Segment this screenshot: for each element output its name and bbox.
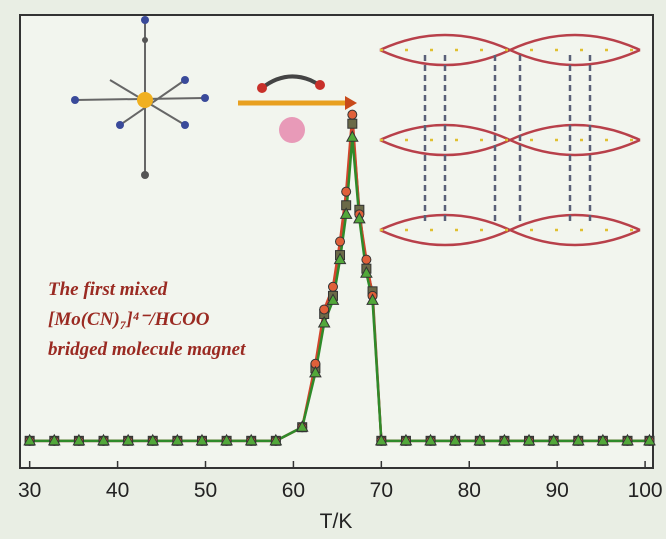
chart: The first mixed [Mo(CN)₇]⁴⁻/HCOO bridged m… (0, 0, 666, 539)
marker (320, 305, 329, 314)
marker (362, 255, 371, 264)
x-tick-label: 50 (194, 479, 217, 502)
marker (348, 119, 357, 128)
annotation-line: The first mixed (48, 279, 168, 300)
annotation-line: bridged molecule magnet (48, 339, 246, 360)
x-tick-label: 40 (106, 479, 129, 502)
marker (348, 110, 357, 119)
x-tick-label: 80 (458, 479, 481, 502)
marker (336, 237, 345, 246)
page: {"chart_data": {"type": "line", "x_label… (0, 0, 666, 539)
x-axis-label: T/K (320, 510, 353, 533)
x-tick-label: 70 (370, 479, 393, 502)
marker (342, 187, 351, 196)
x-tick-label: 100 (628, 479, 663, 502)
marker (328, 282, 337, 291)
x-tick-label: 90 (545, 479, 568, 502)
x-tick-label: 60 (282, 479, 305, 502)
x-tick-label: 30 (18, 479, 41, 502)
annotation-line: [Mo(CN)₇]⁴⁻/HCOO (48, 309, 210, 330)
